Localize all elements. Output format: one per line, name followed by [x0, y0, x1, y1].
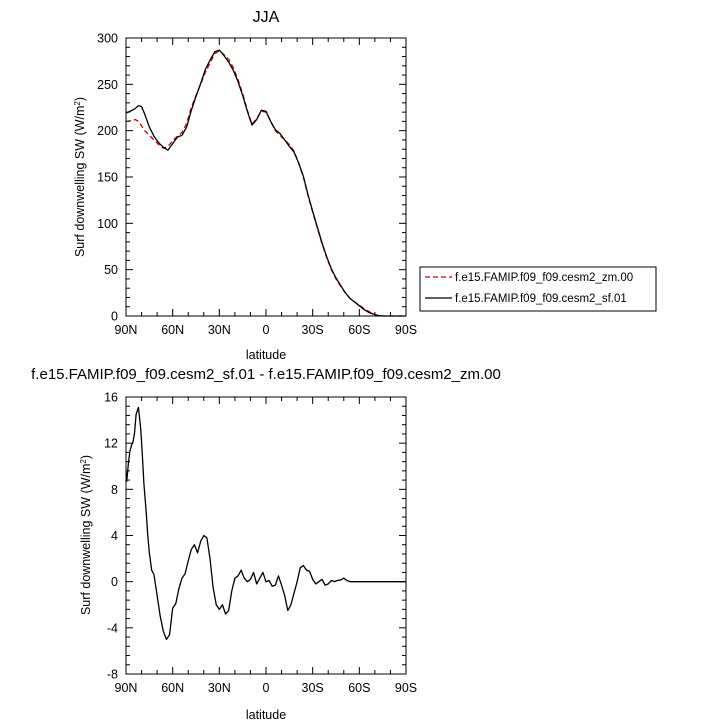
bottom-x-tick-label: 30N: [208, 681, 231, 695]
top-chart-title: JJA: [253, 9, 280, 26]
top-x-tick-labels: 90N 60N 30N 0 30S 60S 90S: [115, 323, 418, 337]
top-chart-panel: JJA 90N 60N 30N 0 30S 60S 90S 0 50 100 150 200 250 3…: [73, 9, 657, 362]
top-y-axis-label-main: Surf downwelling SW (W/m: [73, 106, 87, 257]
top-series-line-1: [125, 49, 406, 317]
bottom-x-tick-label: 90S: [395, 681, 417, 695]
bottom-x-tick-label: 0: [263, 681, 270, 695]
top-y-axis-label: Surf downwelling SW (W/m2): [73, 97, 88, 257]
top-y-axis-label-sup: 2: [73, 101, 82, 106]
bottom-y-tick-label: 0: [111, 575, 118, 589]
top-x-tick-label: 90S: [395, 323, 417, 337]
top-y-tick-labels: 0 50 100 150 200 250 300: [97, 32, 118, 324]
bottom-y-axis-label-main: Surf downwelling SW (W/m: [79, 464, 93, 615]
bottom-chart-title: f.e15.FAMIP.f09_f09.cesm2_sf.01 - f.e15.…: [31, 366, 501, 383]
bottom-plot-frame: [125, 396, 407, 675]
top-y-tick-label: 0: [111, 310, 118, 324]
top-y-tick-label: 150: [97, 171, 118, 185]
bottom-x-tick-labels: 90N 60N 30N 0 30S 60S 90S: [115, 681, 418, 695]
top-y-tick-label: 300: [97, 32, 118, 46]
top-x-tick-label: 0: [263, 323, 270, 337]
top-chart-series: [125, 49, 406, 317]
top-x-tick-label: 30S: [302, 323, 324, 337]
bottom-x-tick-label: 60N: [161, 681, 184, 695]
bottom-y-tick-label: -4: [107, 621, 118, 635]
legend-label-sf: f.e15.FAMIP.f09_f09.cesm2_sf.01: [455, 293, 627, 305]
bottom-x-tick-label: 30S: [302, 681, 324, 695]
top-x-tick-label: 60N: [161, 323, 184, 337]
bottom-x-tick-label: 60S: [348, 681, 370, 695]
top-x-tick-label: 60S: [348, 323, 370, 337]
bottom-y-axis-label: Surf downwelling SW (W/m2): [79, 455, 94, 615]
legend-box: [419, 266, 657, 312]
bottom-y-tick-label: 16: [104, 391, 118, 405]
bottom-y-axis-label-sup: 2: [79, 459, 88, 464]
bottom-x-axis-label: latitude: [246, 708, 286, 722]
bottom-y-tick-label: 8: [111, 483, 118, 497]
bottom-y-tick-label: -8: [107, 668, 118, 682]
top-chart-legend: f.e15.FAMIP.f09_f09.cesm2_zm.00 f.e15.FA…: [419, 266, 657, 312]
top-x-tick-label: 30N: [208, 323, 231, 337]
bottom-y-tick-label: 4: [111, 529, 118, 543]
bottom-series-line-0: [125, 406, 406, 641]
top-plot-frame: [125, 37, 407, 317]
bottom-chart-series: [125, 406, 406, 641]
bottom-y-axis-label-close: ): [79, 455, 93, 459]
top-y-axis-label-close: ): [73, 97, 87, 101]
top-x-tick-label: 90N: [115, 323, 138, 337]
bottom-y-tick-labels: -8 -4 0 4 8 12 16: [104, 391, 118, 682]
top-chart-ticks: [125, 37, 407, 317]
bottom-chart-ticks: [125, 396, 407, 675]
bottom-x-tick-label: 90N: [115, 681, 138, 695]
bottom-y-tick-label: 12: [104, 437, 118, 451]
top-x-axis-label: latitude: [246, 348, 286, 362]
legend-label-zm: f.e15.FAMIP.f09_f09.cesm2_zm.00: [455, 272, 633, 284]
top-y-tick-label: 200: [97, 124, 118, 138]
top-y-tick-label: 250: [97, 78, 118, 92]
top-y-tick-label: 100: [97, 217, 118, 231]
bottom-chart-panel: f.e15.FAMIP.f09_f09.cesm2_sf.01 - f.e15.…: [31, 366, 501, 722]
top-y-tick-label: 50: [104, 263, 118, 277]
top-series-line-0: [125, 50, 406, 317]
